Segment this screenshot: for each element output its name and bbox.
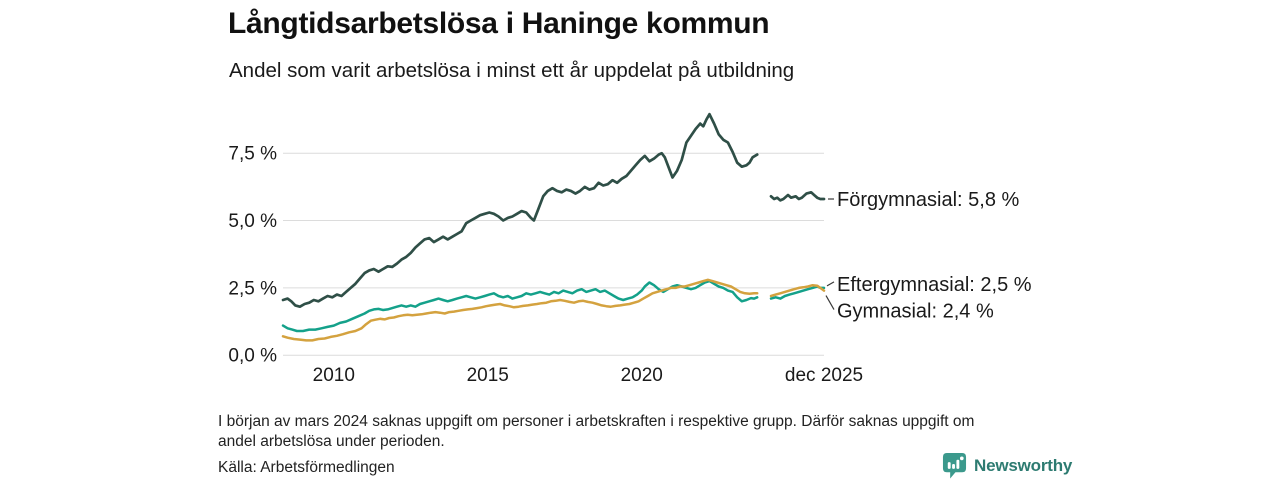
line-gymnasial (281, 278, 759, 342)
series-end-annotations: Förgymnasial: 5,8 % Eftergymnasial: 2,5 %… (825, 189, 1032, 323)
y-axis-labels: 0,0 % 2,5 % 5,0 % 7,5 % (228, 144, 277, 367)
series-end-label-forgymnasial: Förgymnasial: 5,8 % (837, 189, 1020, 211)
newsworthy-logo: Newsworthy (942, 452, 1072, 479)
x-tick-label: 2015 (467, 365, 509, 386)
page-subtitle: Andel som varit arbetslösa i minst ett å… (229, 59, 795, 82)
x-axis-labels: 2010 2015 2020 dec 2025 (313, 365, 863, 386)
newsworthy-wordmark: Newsworthy (974, 455, 1073, 475)
y-tick-label: 2,5 % (228, 278, 277, 299)
y-tick-label: 5,0 % (228, 211, 277, 232)
series-lines (281, 112, 826, 342)
x-tick-label: 2020 (621, 365, 663, 386)
leader-gymnasial (825, 295, 835, 310)
x-tick-label: 2010 (313, 365, 355, 386)
series-end-label-eftergymnasial: Eftergymnasial: 2,5 % (837, 274, 1032, 296)
newsworthy-speech-bubble-barchart-icon (942, 452, 967, 479)
line-forgymnasial (769, 190, 826, 202)
x-tick-label: dec 2025 (785, 365, 863, 386)
line-forgymnasial (281, 112, 759, 309)
y-tick-label: 7,5 % (228, 144, 277, 165)
y-tick-label: 0,0 % (228, 346, 277, 367)
series-end-label-gymnasial: Gymnasial: 2,4 % (837, 301, 994, 323)
footnote: I början av mars 2024 saknas uppgift om … (218, 413, 975, 451)
leader-eftergymnasial (826, 281, 835, 287)
page-title: Långtidsarbetslösa i Haninge kommun (228, 7, 770, 40)
line-gymnasial (769, 283, 826, 298)
source-attribution: Källa: Arbetsförmedlingen (218, 459, 395, 476)
